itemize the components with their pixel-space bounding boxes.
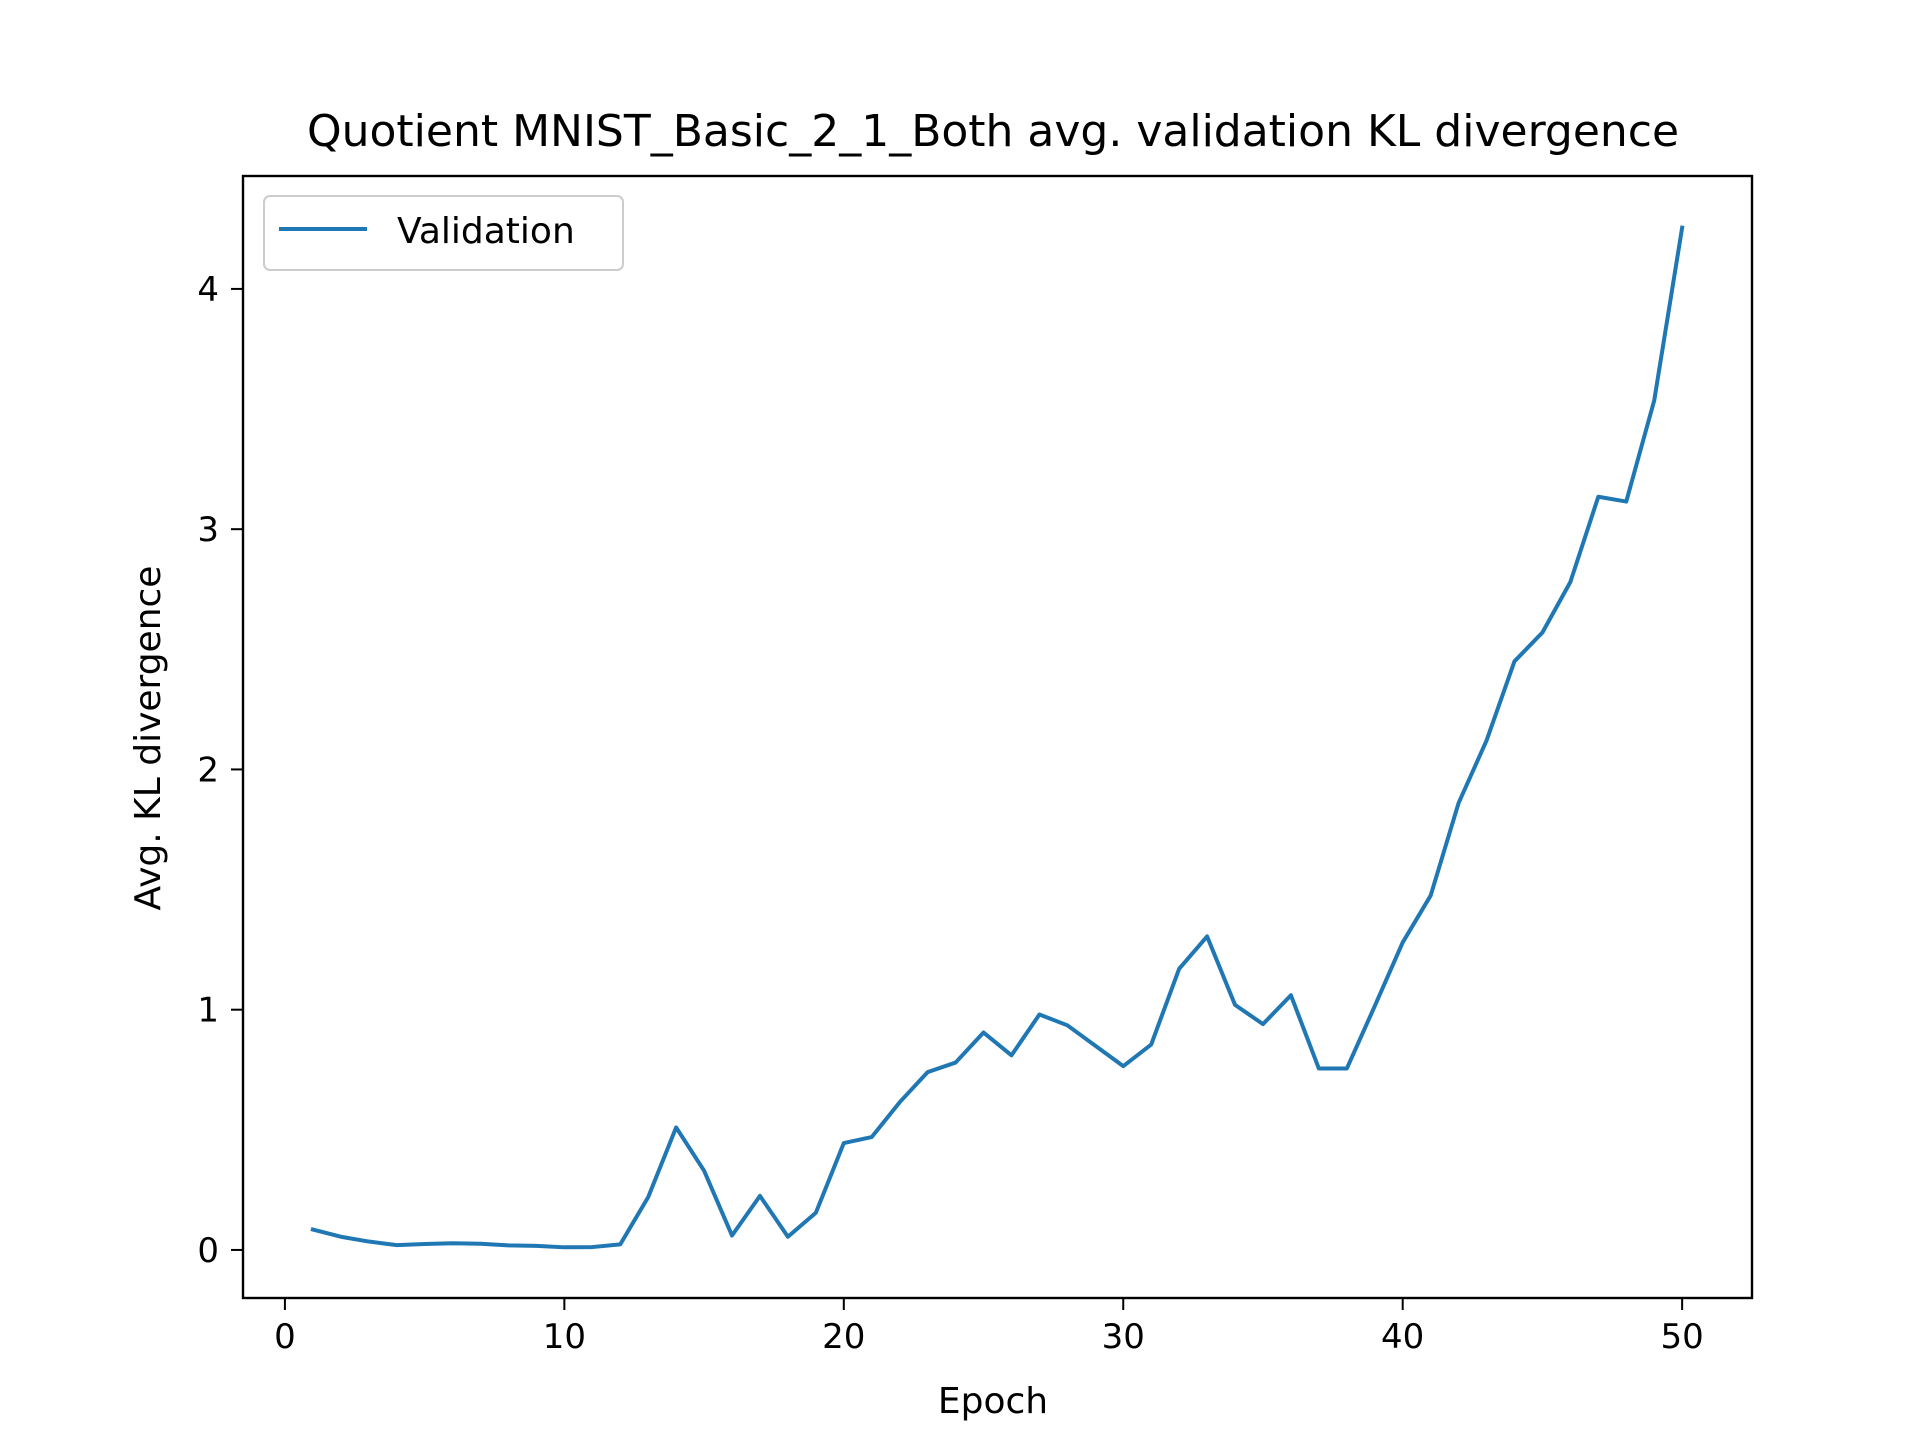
chart-title: Quotient MNIST_Basic_2_1_Both avg. valid… [307,106,1679,157]
y-tick-label: 3 [197,510,219,550]
x-axis-ticks: 0 10 20 30 40 50 [274,1298,1704,1357]
legend-label-validation: Validation [397,211,575,252]
x-tick-label: 0 [274,1317,296,1357]
series-layer [310,225,1685,1250]
x-axis-title: Epoch [938,1381,1048,1422]
x-tick-label: 20 [822,1317,865,1357]
y-tick-label: 2 [197,750,219,790]
y-axis-title: Avg. KL divergence [128,566,169,911]
y-tick-label: 1 [197,991,219,1031]
y-tick-label: 0 [197,1231,219,1271]
y-tick-label: 4 [197,270,219,310]
y-axis-ticks: 0 1 2 3 4 [197,270,243,1271]
plot-frame [241,174,1754,1300]
x-tick-label: 30 [1102,1317,1145,1357]
x-tick-label: 50 [1661,1317,1704,1357]
legend-box [263,195,624,271]
legend: Validation [263,195,624,271]
x-tick-label: 40 [1381,1317,1424,1357]
x-tick-label: 10 [543,1317,586,1357]
series-line-validation [310,225,1685,1250]
